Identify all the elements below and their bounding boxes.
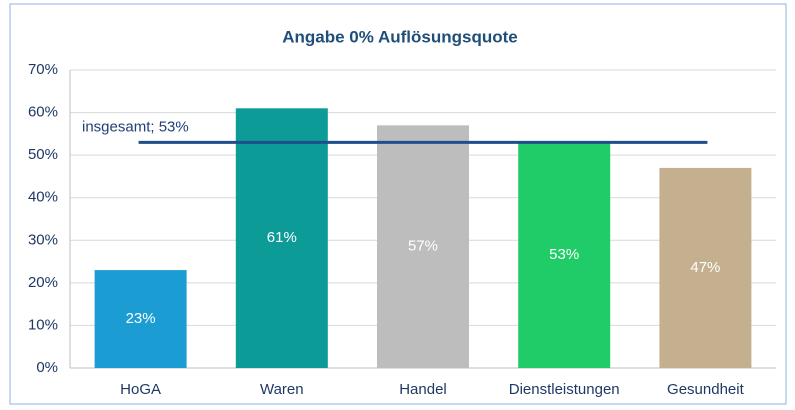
y-tick-label: 30% — [28, 231, 58, 248]
data-label: 53% — [549, 246, 579, 263]
y-tick-label: 40% — [28, 189, 58, 206]
bar — [94, 270, 187, 368]
y-tick-label: 60% — [28, 104, 58, 121]
bar — [235, 108, 328, 369]
y-tick-label: 20% — [28, 274, 58, 291]
y-tick-label: 10% — [28, 316, 58, 333]
data-label: 23% — [126, 310, 156, 327]
reference-label: insgesamt; 53% — [82, 118, 189, 135]
y-tick-label: 70% — [28, 61, 58, 78]
bar — [377, 125, 469, 368]
y-tick-label: 0% — [36, 359, 58, 376]
chart-title: Angabe 0% Auflösungsquote — [282, 27, 518, 46]
data-label: 61% — [267, 229, 297, 246]
x-tick-label: HoGA — [120, 381, 161, 398]
bar — [659, 167, 752, 368]
x-tick-label: Gesundheit — [667, 381, 745, 398]
x-tick-label: Dienstleistungen — [509, 381, 620, 398]
bar — [518, 142, 611, 368]
y-tick-label: 50% — [28, 146, 58, 163]
data-label: 47% — [690, 259, 720, 276]
x-tick-label: Waren — [260, 381, 304, 398]
x-tick-label: Handel — [399, 381, 447, 398]
data-label: 57% — [408, 238, 438, 255]
